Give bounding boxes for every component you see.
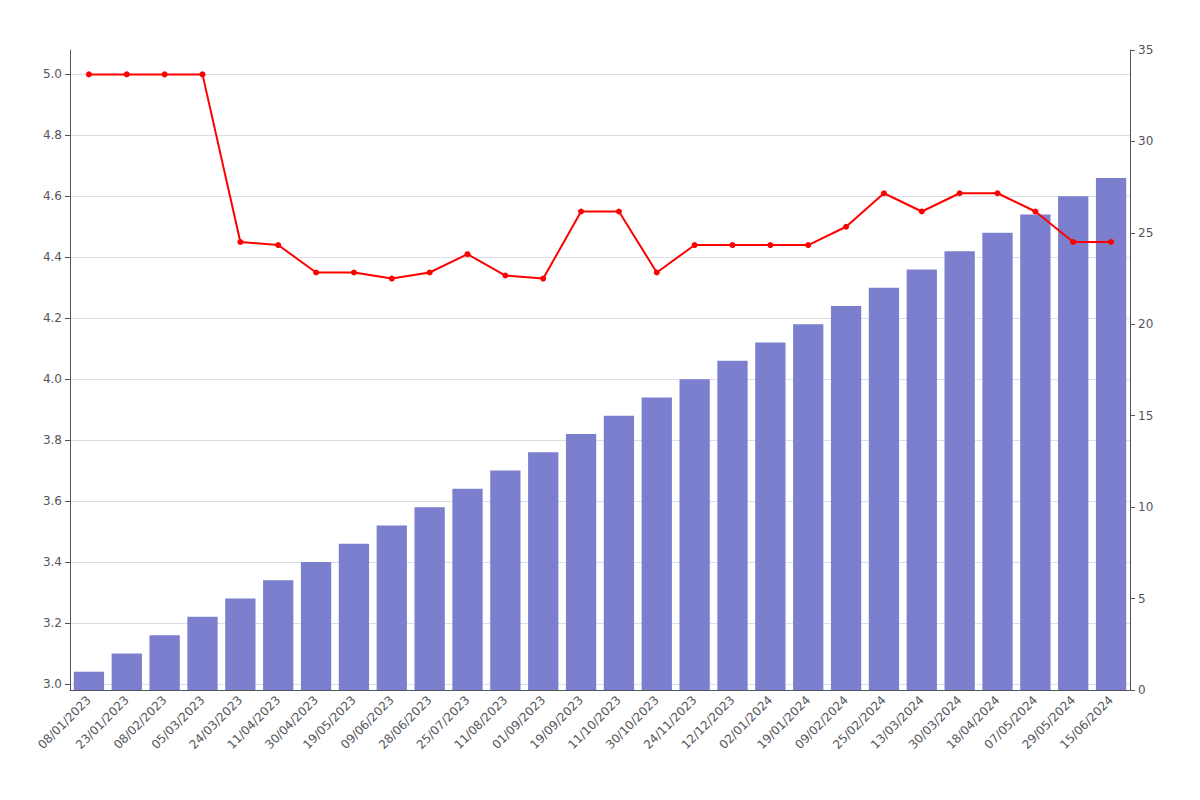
svg-text:30: 30: [1138, 134, 1153, 148]
svg-text:4.8: 4.8: [43, 128, 62, 142]
svg-text:3.8: 3.8: [43, 433, 62, 447]
svg-text:3.0: 3.0: [43, 677, 62, 691]
svg-text:18/04/2024: 18/04/2024: [943, 693, 1003, 752]
svg-text:05/03/2023: 05/03/2023: [148, 693, 208, 752]
svg-text:02/01/2024: 02/01/2024: [716, 693, 776, 752]
svg-text:20: 20: [1138, 317, 1153, 331]
svg-text:11/10/2023: 11/10/2023: [565, 693, 624, 752]
svg-text:23/01/2023: 23/01/2023: [73, 693, 132, 752]
svg-text:15/06/2024: 15/06/2024: [1057, 693, 1116, 752]
svg-text:11/04/2023: 11/04/2023: [224, 693, 284, 752]
svg-text:13/03/2024: 13/03/2024: [868, 693, 927, 752]
svg-text:28/06/2023: 28/06/2023: [375, 693, 435, 752]
svg-text:3.2: 3.2: [43, 616, 62, 630]
svg-text:4.6: 4.6: [43, 189, 62, 203]
svg-text:5.0: 5.0: [43, 67, 62, 81]
svg-text:25: 25: [1138, 226, 1153, 240]
svg-text:08/02/2023: 08/02/2023: [110, 693, 170, 752]
svg-text:4.0: 4.0: [43, 372, 62, 386]
svg-text:19/01/2024: 19/01/2024: [754, 693, 814, 752]
svg-text:01/09/2023: 01/09/2023: [489, 693, 549, 752]
svg-text:30/04/2023: 30/04/2023: [262, 693, 321, 752]
svg-text:10: 10: [1138, 500, 1153, 514]
svg-text:25/02/2024: 25/02/2024: [830, 693, 889, 752]
svg-text:24/03/2023: 24/03/2023: [186, 693, 246, 752]
svg-text:09/02/2024: 09/02/2024: [792, 693, 851, 752]
svg-text:25/07/2023: 25/07/2023: [413, 693, 473, 752]
svg-text:4.4: 4.4: [43, 250, 62, 264]
svg-text:19/09/2023: 19/09/2023: [527, 693, 586, 752]
svg-text:19/05/2023: 19/05/2023: [300, 693, 359, 752]
svg-text:09/06/2023: 09/06/2023: [338, 693, 397, 752]
svg-text:0: 0: [1138, 683, 1146, 697]
svg-text:12/12/2023: 12/12/2023: [678, 693, 738, 752]
svg-text:3.4: 3.4: [43, 555, 62, 569]
svg-text:3.6: 3.6: [43, 494, 62, 508]
svg-text:15: 15: [1138, 409, 1153, 423]
svg-text:35: 35: [1138, 43, 1153, 57]
svg-text:5: 5: [1138, 592, 1146, 606]
svg-text:07/05/2024: 07/05/2024: [981, 693, 1041, 752]
svg-text:08/01/2023: 08/01/2023: [35, 693, 94, 752]
svg-text:30/10/2023: 30/10/2023: [603, 693, 662, 752]
svg-text:11/08/2023: 11/08/2023: [451, 693, 511, 752]
svg-text:29/05/2024: 29/05/2024: [1019, 693, 1079, 752]
svg-text:4.2: 4.2: [43, 311, 62, 325]
svg-text:30/03/2024: 30/03/2024: [905, 693, 965, 752]
svg-text:24/11/2023: 24/11/2023: [640, 693, 700, 752]
